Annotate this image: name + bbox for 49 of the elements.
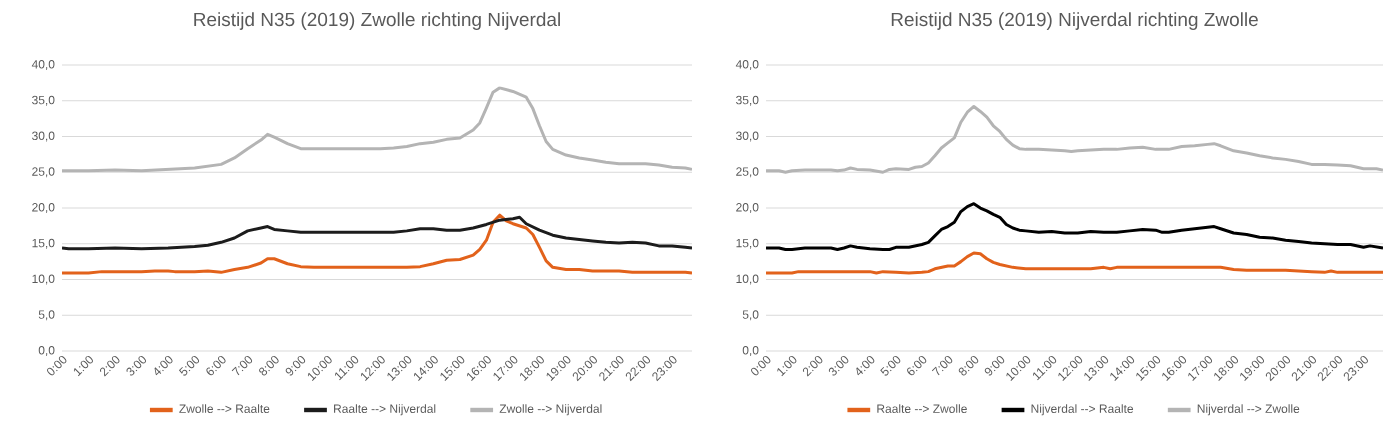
y-tick-label: 10,0 (32, 274, 55, 285)
legend-label: Nijverdal --> Raalte (1031, 404, 1134, 416)
legend-label: Zwolle --> Raalte (179, 404, 270, 413)
line-series (62, 213, 693, 275)
x-tick-label: 5:00 (178, 355, 200, 376)
x-tick-label: 9:00 (285, 355, 306, 376)
legend-label: Zwolle --> Nijverdal (499, 404, 602, 416)
x-tick-label: 7:00 (231, 355, 253, 376)
legend-label: Raalte --> Zwolle (877, 404, 967, 413)
x-tick-label: 8:00 (958, 355, 979, 376)
line-series (766, 251, 1384, 275)
y-tick-label: 25,0 (736, 167, 759, 178)
y-tick-label: 30,0 (736, 131, 759, 142)
y-tick-label: 40,0 (31, 60, 55, 70)
y-tick-label: 20,0 (32, 203, 55, 213)
y-tick-label: 35,0 (736, 95, 759, 106)
x-tick-label: 0:00 (47, 355, 67, 376)
y-tick-label: 25,0 (32, 167, 55, 178)
y-tick-label: 10,0 (736, 274, 759, 285)
x-tick-label: 6:00 (206, 355, 226, 376)
x-tick-label: 3:00 (126, 355, 147, 376)
x-tick-label: 4:00 (154, 355, 173, 376)
line-series (766, 104, 1384, 174)
y-tick-label: 40,0 (735, 60, 759, 70)
y-tick-label: 0,0 (742, 346, 759, 356)
legend-label: Raalte --> Nijverdal (334, 404, 436, 416)
x-tick-label: 7:00 (931, 355, 953, 376)
x-tick-label: 6:00 (907, 355, 927, 376)
y-tick-label: 15,0 (736, 238, 759, 249)
x-tick-label: 1:00 (777, 355, 797, 377)
legend-label: Nijverdal --> Zwolle (1197, 404, 1300, 416)
x-tick-label: 1:00 (73, 355, 93, 377)
x-tick-label: 0:00 (751, 355, 771, 376)
chart-title: Reistijd N35 (2019) Zwolle richting Nijverdal (194, 12, 560, 30)
y-tick-label: 30,0 (32, 131, 55, 142)
y-tick-label: 5,0 (38, 310, 55, 321)
x-tick-label: 3:00 (828, 355, 849, 376)
y-tick-label: 0,0 (38, 346, 55, 356)
y-tick-label: 15,0 (32, 238, 55, 249)
x-tick-label: 9:00 (984, 355, 1005, 376)
y-tick-label: 5,0 (742, 310, 759, 321)
line-series (62, 215, 693, 251)
x-tick-label: 5:00 (880, 355, 901, 376)
x-tick-label: 4:00 (856, 355, 875, 376)
y-tick-label: 35,0 (32, 95, 55, 106)
x-tick-label: 8:00 (259, 355, 279, 376)
chart-title: Reistijd N35 (2019) Nijverdal richting Zwolle (891, 12, 1258, 30)
line-series (766, 202, 1384, 251)
y-tick-label: 20,0 (736, 203, 759, 213)
